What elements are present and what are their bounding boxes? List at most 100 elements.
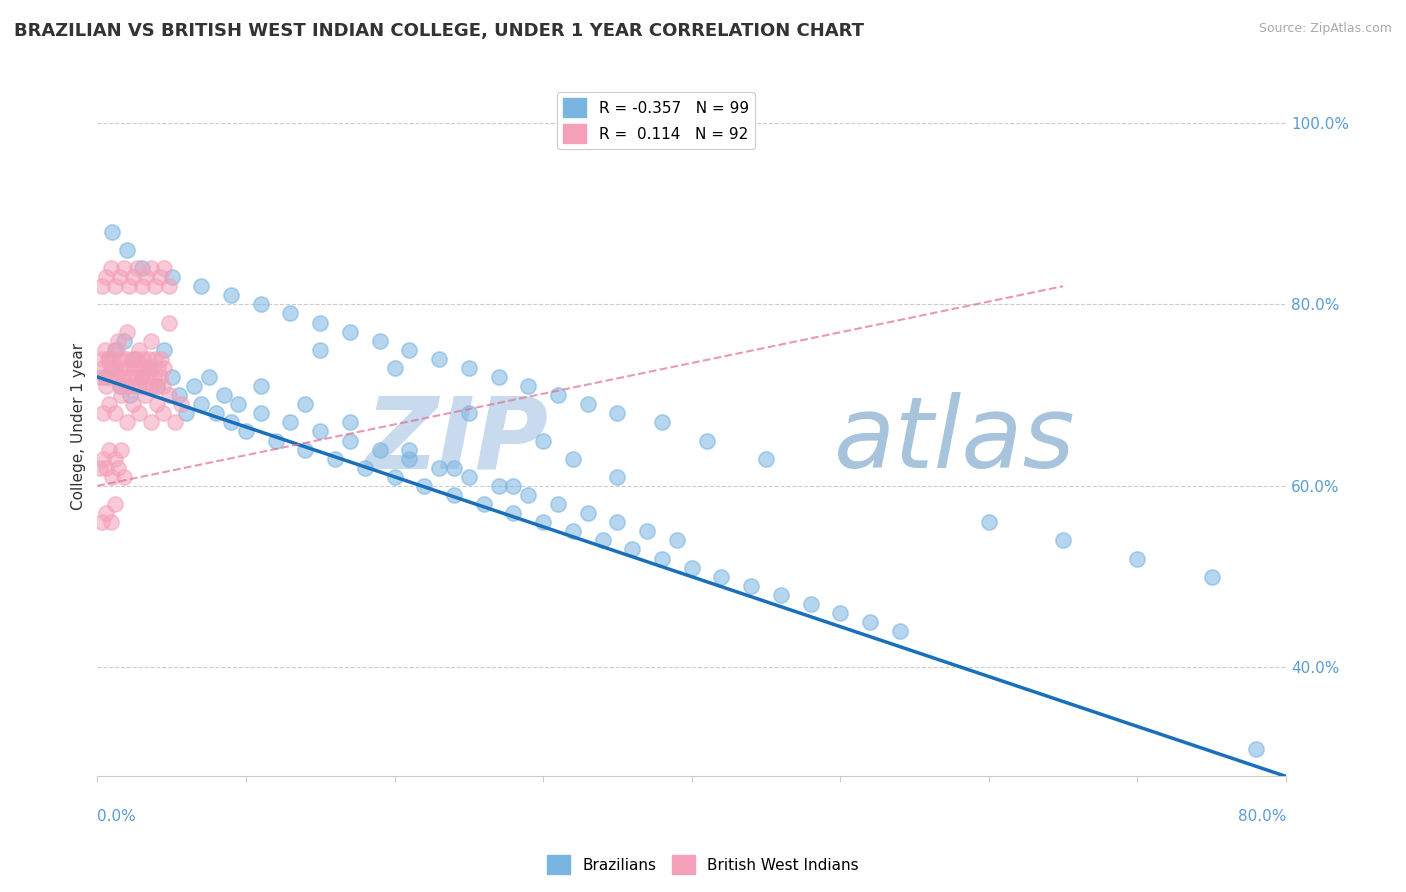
Point — [100, 360, 122, 375]
Point — [143, 351, 166, 366]
Point — [488, 370, 510, 384]
Point — [127, 261, 149, 276]
Point — [651, 416, 673, 430]
Text: 80.0%: 80.0% — [1237, 809, 1286, 824]
Point — [576, 506, 599, 520]
Point — [294, 397, 316, 411]
Point — [769, 588, 792, 602]
Point — [576, 397, 599, 411]
Point — [101, 470, 124, 484]
Point — [517, 379, 540, 393]
Point — [153, 261, 176, 276]
Point — [112, 370, 135, 384]
Point — [118, 388, 141, 402]
Point — [368, 442, 391, 457]
Point — [90, 279, 112, 293]
Point — [143, 279, 166, 293]
Point — [101, 351, 124, 366]
Point — [134, 379, 156, 393]
Point — [100, 515, 122, 529]
Point — [384, 470, 406, 484]
Point — [108, 351, 131, 366]
Point — [138, 360, 160, 375]
Point — [235, 425, 257, 439]
Point — [309, 425, 332, 439]
Point — [249, 379, 271, 393]
Point — [561, 451, 583, 466]
Point — [117, 360, 139, 375]
Point — [91, 451, 114, 466]
Point — [153, 343, 176, 357]
Point — [110, 442, 132, 457]
Point — [100, 261, 122, 276]
Point — [517, 488, 540, 502]
Point — [98, 351, 121, 366]
Point — [101, 360, 124, 375]
Point — [117, 279, 139, 293]
Point — [339, 434, 361, 448]
Point — [413, 479, 436, 493]
Point — [90, 515, 112, 529]
Point — [799, 597, 821, 611]
Point — [96, 506, 118, 520]
Point — [398, 451, 420, 466]
Point — [740, 579, 762, 593]
Point — [131, 261, 153, 276]
Point — [157, 316, 180, 330]
Point — [205, 406, 228, 420]
Point — [96, 270, 118, 285]
Point — [118, 370, 141, 384]
Point — [115, 379, 138, 393]
Point — [183, 379, 205, 393]
Text: ZIP: ZIP — [366, 392, 548, 490]
Point — [122, 379, 145, 393]
Point — [122, 397, 145, 411]
Point — [139, 334, 162, 348]
Point — [457, 406, 479, 420]
Point — [134, 388, 156, 402]
Point — [135, 360, 157, 375]
Point — [1244, 742, 1267, 756]
Text: BRAZILIAN VS BRITISH WEST INDIAN COLLEGE, UNDER 1 YEAR CORRELATION CHART: BRAZILIAN VS BRITISH WEST INDIAN COLLEGE… — [14, 22, 865, 40]
Point — [112, 334, 135, 348]
Point — [157, 279, 180, 293]
Point — [353, 460, 375, 475]
Point — [131, 279, 153, 293]
Point — [98, 370, 121, 384]
Point — [427, 351, 450, 366]
Point — [219, 416, 242, 430]
Legend: R = -0.357   N = 99, R =  0.114   N = 92: R = -0.357 N = 99, R = 0.114 N = 92 — [557, 92, 755, 149]
Point — [665, 533, 688, 548]
Point — [111, 360, 134, 375]
Point — [280, 416, 302, 430]
Point — [169, 397, 191, 411]
Text: atlas: atlas — [834, 392, 1076, 490]
Point — [138, 351, 160, 366]
Point — [531, 515, 554, 529]
Point — [108, 379, 131, 393]
Point — [443, 460, 465, 475]
Point — [681, 560, 703, 574]
Point — [309, 343, 332, 357]
Point — [152, 406, 174, 420]
Point — [98, 397, 121, 411]
Point — [1052, 533, 1074, 548]
Point — [115, 416, 138, 430]
Point — [139, 261, 162, 276]
Point — [264, 434, 287, 448]
Point — [621, 542, 644, 557]
Point — [157, 388, 180, 402]
Point — [457, 470, 479, 484]
Point — [531, 434, 554, 448]
Point — [131, 370, 153, 384]
Point — [96, 460, 118, 475]
Point — [190, 397, 212, 411]
Point — [125, 370, 148, 384]
Point — [472, 497, 495, 511]
Point — [124, 360, 146, 375]
Point — [107, 460, 129, 475]
Point — [163, 416, 186, 430]
Point — [89, 460, 111, 475]
Point — [561, 524, 583, 539]
Point — [115, 243, 138, 257]
